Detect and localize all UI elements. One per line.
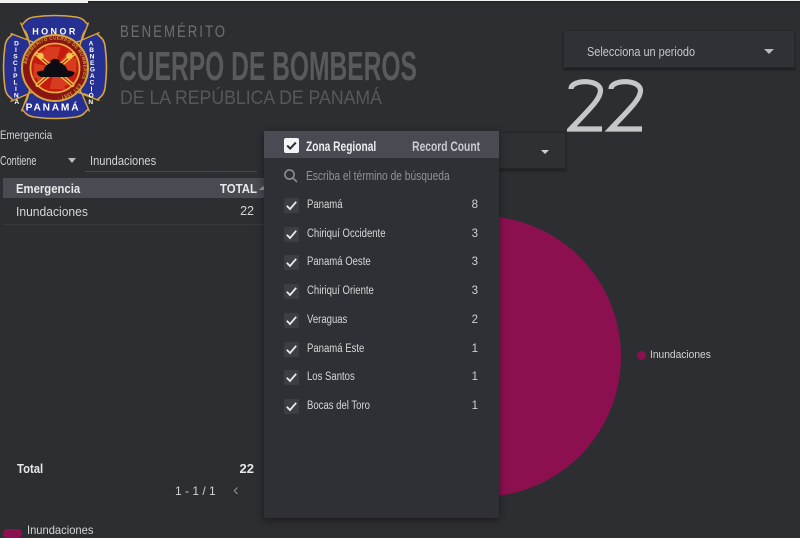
svg-text:A: A	[90, 73, 95, 80]
svg-text:Ó: Ó	[89, 91, 94, 100]
svg-text:I: I	[14, 67, 16, 74]
svg-text:L: L	[13, 80, 17, 87]
svg-text:HONOR: HONOR	[32, 27, 78, 37]
svg-text:N: N	[90, 54, 95, 61]
svg-text:B: B	[89, 47, 94, 54]
svg-text:N: N	[88, 99, 93, 106]
svg-text:E: E	[90, 60, 95, 67]
svg-text:I: I	[91, 86, 93, 93]
svg-text:C: C	[90, 80, 95, 87]
svg-text:P: P	[13, 73, 18, 80]
svg-text:G: G	[90, 67, 95, 74]
svg-text:D: D	[14, 41, 19, 48]
svg-text:I: I	[15, 47, 17, 54]
svg-text:N: N	[14, 93, 19, 100]
svg-text:C: C	[13, 60, 18, 67]
svg-text:S: S	[13, 54, 18, 61]
svg-text:A: A	[89, 41, 94, 48]
svg-text:A: A	[14, 99, 19, 106]
svg-text:I: I	[15, 86, 17, 93]
svg-text:PANAMÁ: PANAMÁ	[26, 101, 81, 114]
